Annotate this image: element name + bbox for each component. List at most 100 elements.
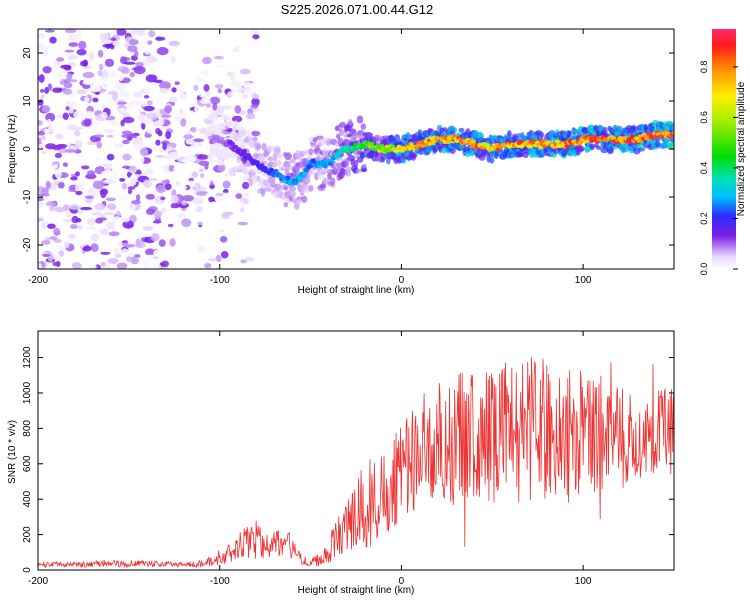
spectrogram-noise-blob [200, 173, 205, 178]
spectrogram-noise-blob [102, 208, 111, 213]
colorbar-tick-label: 0.2 [699, 212, 709, 225]
spectrogram-noise-blob [144, 133, 152, 138]
spectrogram-noise-blob [205, 91, 211, 96]
spectrogram-noise-blob [110, 37, 117, 41]
spectrogram-noise-blob [160, 207, 167, 214]
spectrogram-noise-blob [94, 203, 106, 211]
spectrogram-noise-blob [103, 129, 115, 133]
spectrogram-noise-blob [117, 107, 128, 114]
spectrogram-noise-blob [251, 97, 260, 107]
colorbar-tick-label: 0.6 [699, 111, 709, 124]
spectrogram-noise-blob [70, 224, 78, 229]
spectrogram-noise-blob [88, 265, 97, 269]
spectrogram-ridge-halo [301, 195, 308, 203]
spectrogram-ridge-halo [345, 165, 351, 173]
spectrogram-noise-blob [237, 85, 243, 94]
spectrogram-noise-blob [169, 238, 176, 247]
spectrogram-noise-blob [213, 55, 224, 60]
spectrogram-noise-blob [86, 225, 97, 230]
spectrogram-noise-blob [110, 172, 118, 181]
spectrogram-noise-blob [203, 84, 210, 92]
spectrogram-ridge-halo [219, 159, 226, 165]
spectrogram-noise-blob [44, 29, 55, 33]
spectrogram-ridge-halo [348, 119, 353, 126]
spectrogram-noise-blob [100, 261, 106, 267]
spectrogram-x-label: Height of straight line (km) [298, 285, 415, 296]
spectrogram-noise-blob [38, 120, 43, 126]
spectrogram-noise-blob [87, 170, 96, 176]
spectrogram-noise-blob [126, 252, 135, 257]
spectrogram-noise-blob [159, 117, 165, 126]
spectrogram-noise-blob [153, 249, 162, 258]
spectrogram-noise-blob [232, 189, 242, 194]
snr-y-label: SNR (10 * v/v) [7, 420, 18, 484]
spectrogram-noise-blob [147, 40, 153, 45]
spectrogram-noise-blob [122, 165, 130, 169]
spectrogram-noise-blob [131, 200, 141, 205]
spectrogram-noise-blob [112, 92, 118, 101]
spectrogram-noise-blob [127, 188, 133, 195]
snr-frame [37, 330, 675, 571]
spectrogram-noise-blob [40, 240, 51, 245]
spectrogram-noise-blob [93, 146, 103, 155]
spectrogram-noise-blob [145, 193, 155, 200]
spectrogram-noise-blob [55, 260, 61, 268]
spectrogram-ridge-halo [470, 152, 475, 157]
spectrogram-noise-blob [53, 227, 61, 236]
spectrogram-noise-blob [99, 139, 112, 147]
spectrogram-ridge-core [369, 142, 375, 146]
spectrogram-noise-blob [43, 49, 49, 57]
spectrogram-ridge-halo [671, 140, 674, 148]
spectrogram-noise-blob [96, 141, 103, 149]
spectrogram-noise-blob [222, 180, 231, 189]
spectrogram-noise-blob [96, 217, 108, 221]
spectrogram-noise-blob [97, 49, 104, 58]
spectrogram-noise-blob [47, 83, 53, 91]
spectrogram-noise-blob [107, 71, 119, 78]
spectrogram-noise-blob [246, 112, 256, 120]
spectrogram-noise-blob [182, 195, 195, 202]
spectrogram-noise-blob [158, 239, 166, 247]
spectrogram-noise-blob [38, 197, 44, 202]
spectrogram-ridge-core [646, 131, 652, 136]
spectrogram-ridge-halo [277, 153, 284, 159]
spectrogram-noise-blob [164, 183, 172, 191]
spectrogram-noise-blob [148, 30, 156, 38]
spectrogram-noise-blob [208, 258, 217, 262]
spectrogram-ridge-core [380, 146, 386, 151]
colorbar: 0.0 0.2 0.4 0.6 0.8 Normalized spectral ampl… [699, 29, 747, 275]
spectrogram-noise-blob [202, 56, 212, 65]
spectrogram-noise-blob [146, 128, 156, 135]
snr-y-tick-label: 1200 [22, 346, 33, 369]
spectrogram-noise-blob [114, 82, 126, 91]
spectrogram-noise-blob [45, 92, 56, 100]
spectrogram-noise-blob [83, 118, 92, 127]
spectrogram-noise-blob [87, 187, 99, 197]
spectrogram-noise-blob [76, 88, 88, 95]
spectrogram-noise-blob [218, 229, 225, 233]
spectrogram-noise-blob [161, 114, 171, 118]
spectrogram-noise-blob [143, 95, 150, 99]
spectrogram-noise-blob [192, 184, 199, 193]
spectrogram-noise-blob [220, 251, 229, 259]
spectrogram-noise-blob [230, 80, 241, 88]
spectrogram-noise-blob [194, 141, 200, 151]
spectrogram-noise-blob [54, 152, 63, 159]
spectrogram-noise-blob [127, 235, 140, 239]
spectrogram-noise-blob [60, 224, 69, 230]
spectrogram-ridge-halo [452, 127, 458, 133]
spectrogram-noise-blob [70, 176, 78, 181]
spectrogram-noise-blob [81, 165, 90, 170]
spectrogram-noise-blob [214, 84, 224, 89]
spectrogram-noise-blob [177, 213, 186, 219]
spectrogram-noise-blob [77, 225, 83, 230]
spectrogram-ridge-halo [299, 150, 305, 158]
spectrogram-noise-blob [239, 207, 245, 213]
spectrogram-noise-blob [72, 262, 82, 269]
spectrogram-noise-blob [144, 168, 154, 175]
spectrogram-noise-blob [131, 202, 136, 211]
spectrogram-noise-blob [98, 63, 104, 71]
snr-y-tick-label: 0 [22, 567, 33, 573]
